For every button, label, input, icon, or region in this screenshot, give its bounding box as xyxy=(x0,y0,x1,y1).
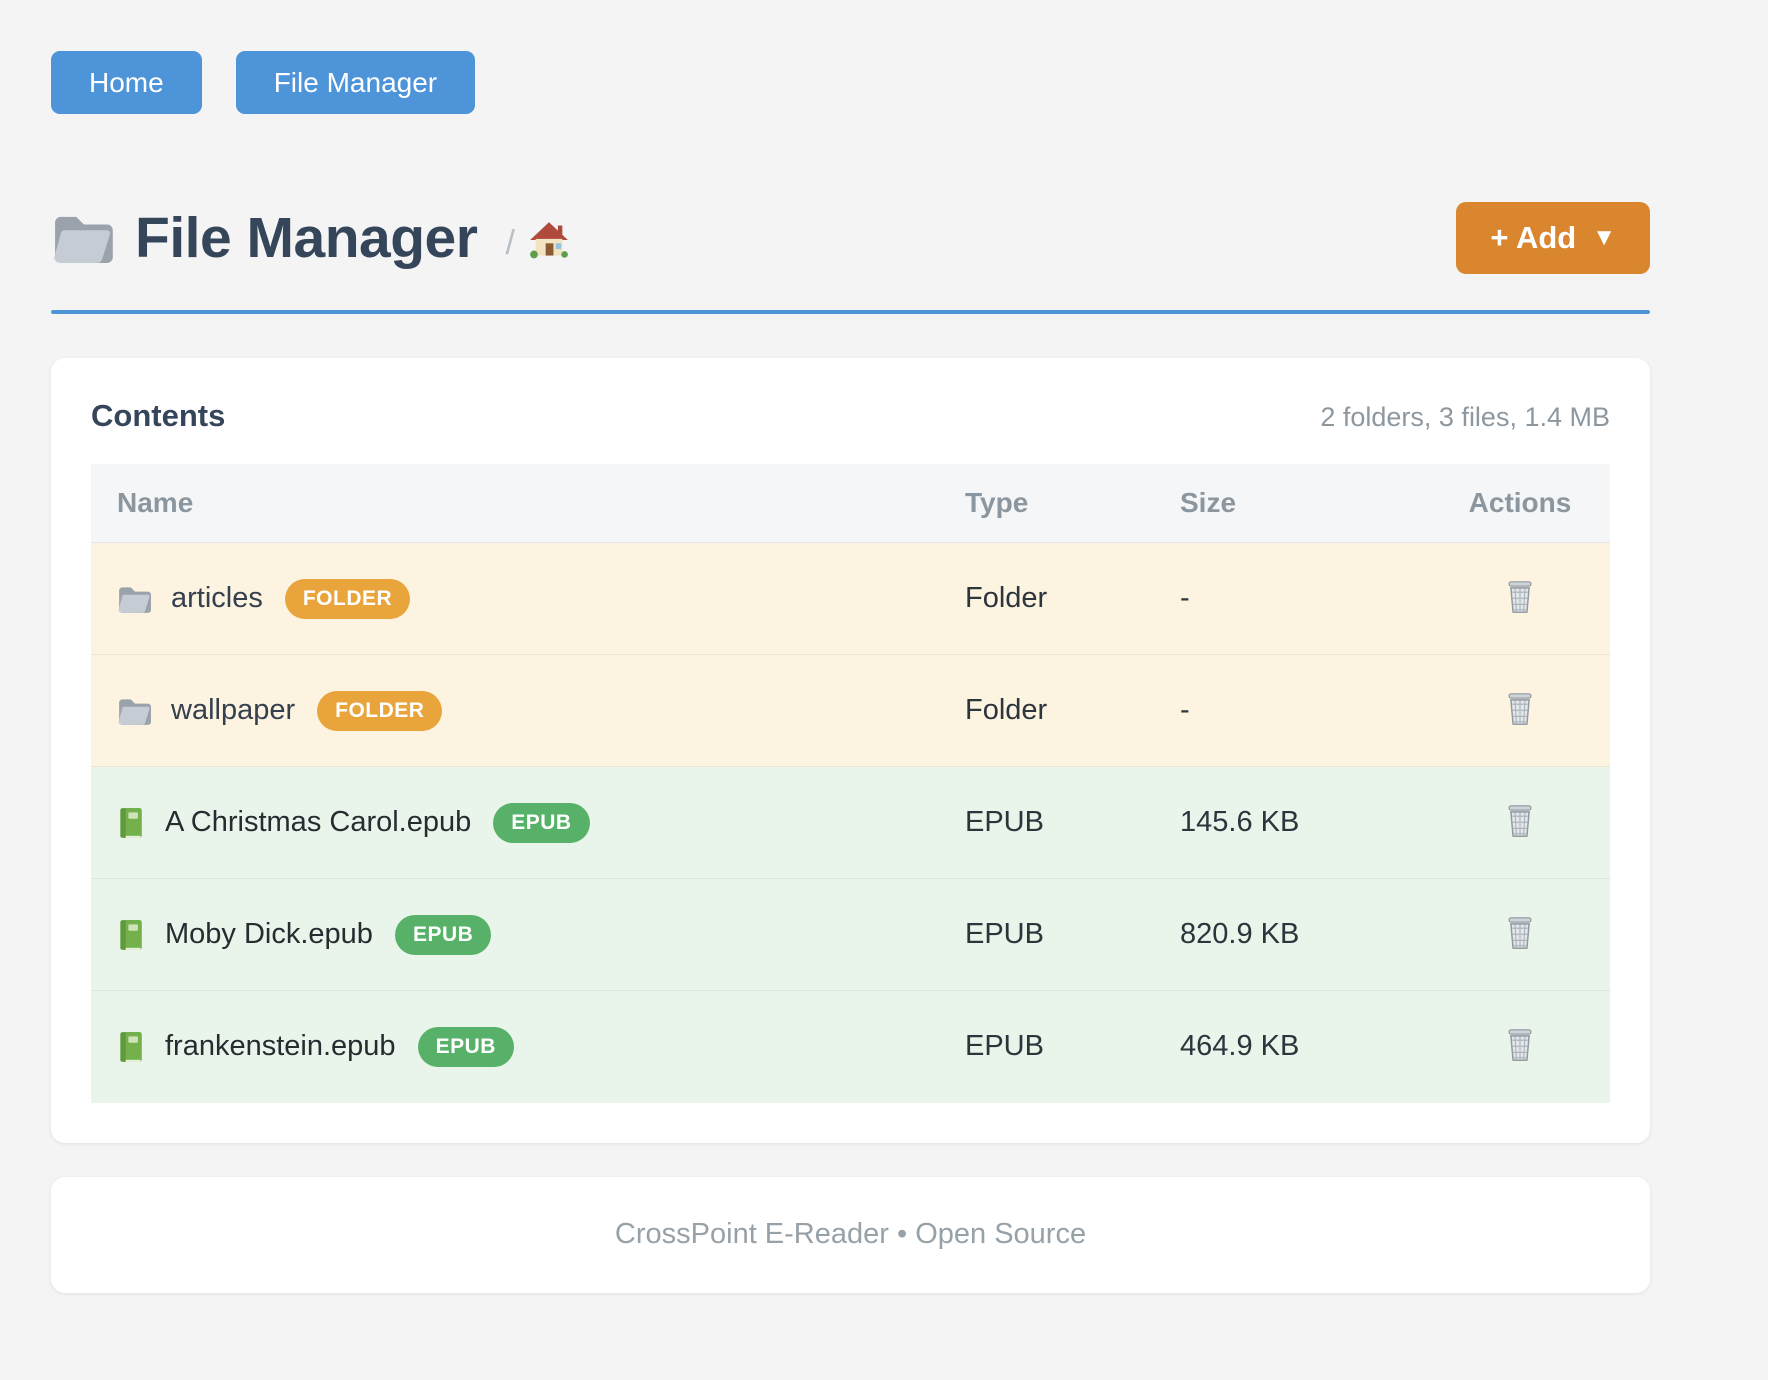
trash-icon xyxy=(1505,1028,1535,1065)
size-cell: 464.9 KB xyxy=(1180,1030,1300,1063)
breadcrumb-separator: / xyxy=(505,223,515,262)
table-row: articles FOLDER Folder - xyxy=(91,542,1610,655)
top-nav: Home File Manager xyxy=(51,51,1650,114)
green-book-icon xyxy=(117,1031,145,1063)
item-name-link[interactable]: articles xyxy=(171,582,263,614)
size-cell: 820.9 KB xyxy=(1180,918,1300,950)
home-icon[interactable] xyxy=(529,221,569,264)
contents-heading: Contents xyxy=(91,398,226,433)
type-cell: EPUB xyxy=(965,806,1044,838)
column-header-name: Name xyxy=(91,464,965,543)
file-table: Name Type Size Actions articles FOLDER xyxy=(91,464,1610,1103)
delete-button[interactable] xyxy=(1501,688,1539,733)
folder-icon xyxy=(51,213,113,263)
table-row: Moby Dick.epub EPUB EPUB 820.9 KB xyxy=(91,878,1610,991)
green-book-icon xyxy=(117,919,145,951)
table-row: A Christmas Carol.epub EPUB EPUB 145.6 K… xyxy=(91,766,1610,879)
item-name-link[interactable]: frankenstein.epub xyxy=(165,1030,396,1063)
type-badge: FOLDER xyxy=(284,578,411,619)
delete-button[interactable] xyxy=(1501,576,1539,621)
table-row: wallpaper FOLDER Folder - xyxy=(91,654,1610,767)
contents-card: Contents 2 folders, 3 files, 1.4 MB Name… xyxy=(51,358,1650,1143)
column-header-size: Size xyxy=(1180,464,1430,543)
delete-button[interactable] xyxy=(1501,1024,1539,1069)
delete-button[interactable] xyxy=(1501,912,1539,957)
type-cell: Folder xyxy=(965,694,1048,726)
trash-icon xyxy=(1505,804,1535,841)
item-name-link[interactable]: A Christmas Carol.epub xyxy=(165,806,472,838)
page: Home File Manager File Manager / xyxy=(51,51,1650,1293)
folder-icon xyxy=(117,697,151,725)
size-cell: - xyxy=(1180,582,1190,614)
add-button[interactable]: + Add ▼ xyxy=(1456,202,1650,274)
add-button-label: + Add xyxy=(1490,220,1577,255)
footer-text: CrossPoint E-Reader • Open Source xyxy=(614,1218,1087,1250)
type-badge: EPUB xyxy=(493,802,590,843)
green-book-icon xyxy=(117,807,145,839)
type-cell: EPUB xyxy=(965,1030,1044,1063)
type-badge: EPUB xyxy=(394,914,492,955)
chevron-down-icon: ▼ xyxy=(1592,224,1616,251)
page-title: File Manager xyxy=(135,206,478,270)
table-row: frankenstein.epub EPUB EPUB 464.9 KB xyxy=(91,990,1610,1103)
item-name-link[interactable]: wallpaper xyxy=(171,694,296,726)
folder-icon xyxy=(117,585,151,613)
item-name-link[interactable]: Moby Dick.epub xyxy=(165,918,373,950)
type-cell: EPUB xyxy=(965,918,1044,950)
contents-summary: 2 folders, 3 files, 1.4 MB xyxy=(1320,402,1610,432)
type-badge: EPUB xyxy=(417,1026,514,1067)
table-body: articles FOLDER Folder - xyxy=(91,542,1610,1103)
type-badge: FOLDER xyxy=(317,690,443,731)
column-header-type: Type xyxy=(965,464,1180,543)
trash-icon xyxy=(1505,580,1535,617)
trash-icon xyxy=(1505,916,1535,953)
size-cell: - xyxy=(1180,694,1190,726)
trash-icon xyxy=(1505,692,1535,729)
type-cell: Folder xyxy=(965,582,1048,614)
nav-home-button[interactable]: Home xyxy=(51,51,202,114)
column-header-actions: Actions xyxy=(1430,464,1610,543)
delete-button[interactable] xyxy=(1501,800,1539,845)
nav-file-manager-button[interactable]: File Manager xyxy=(235,51,476,114)
page-header: File Manager / + Add ▼ xyxy=(51,202,1650,274)
footer: CrossPoint E-Reader • Open Source xyxy=(51,1176,1650,1293)
accent-divider xyxy=(51,310,1650,314)
size-cell: 145.6 KB xyxy=(1180,806,1300,838)
table-header-row: Name Type Size Actions xyxy=(91,464,1610,543)
